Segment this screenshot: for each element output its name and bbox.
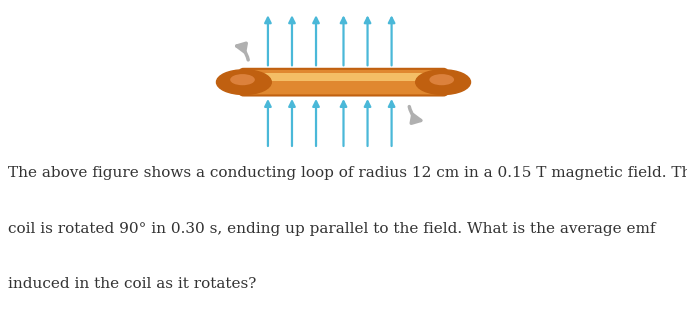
- Circle shape: [429, 74, 454, 85]
- FancyBboxPatch shape: [240, 69, 447, 95]
- Text: induced in the coil as it rotates?: induced in the coil as it rotates?: [8, 277, 257, 291]
- Circle shape: [416, 70, 471, 95]
- Text: coil is rotated 90° in 0.30 s, ending up parallel to the field. What is the aver: coil is rotated 90° in 0.30 s, ending up…: [8, 222, 656, 236]
- Text: The above figure shows a conducting loop of radius 12 cm in a 0.15 T magnetic fi: The above figure shows a conducting loop…: [8, 166, 687, 180]
- Circle shape: [230, 74, 255, 85]
- Bar: [247, 73, 440, 81]
- Circle shape: [216, 70, 271, 95]
